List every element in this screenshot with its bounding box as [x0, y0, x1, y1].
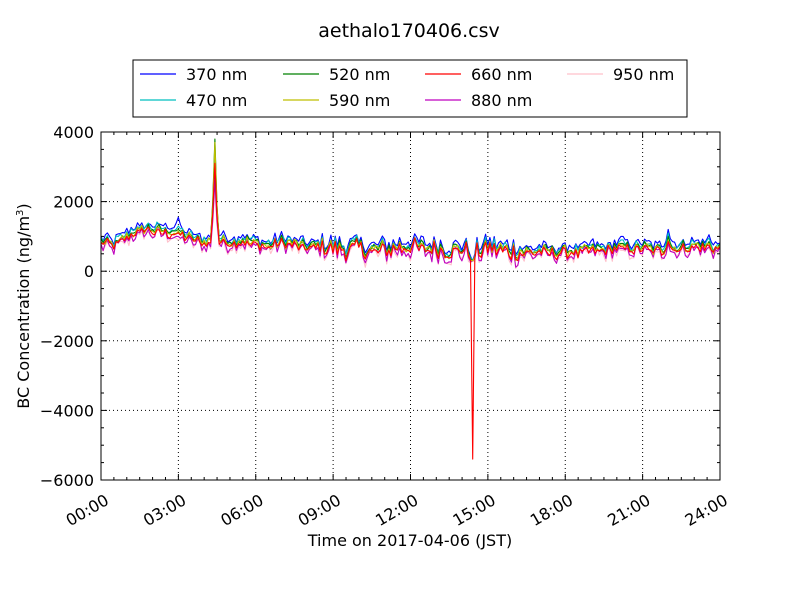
- legend-label: 520 nm: [329, 65, 390, 84]
- y-axis-label-text: BC Concentration (ng/m: [14, 216, 33, 409]
- legend-label: 470 nm: [186, 91, 247, 110]
- y-tick-label: −2000: [40, 332, 94, 351]
- series-lines: [101, 138, 720, 460]
- legend-label: 950 nm: [613, 65, 674, 84]
- y-axis-label-close: ): [14, 203, 33, 209]
- y-tick-label: 4000: [53, 123, 94, 142]
- legend-label: 370 nm: [186, 65, 247, 84]
- y-tick-label: 0: [84, 262, 94, 281]
- legend-label: 660 nm: [471, 65, 532, 84]
- legend-label: 880 nm: [471, 91, 532, 110]
- series-line-880-nm: [101, 180, 720, 268]
- y-tick-label: −4000: [40, 401, 94, 420]
- plot-area: [100, 131, 721, 481]
- chart-title: aethalo170406.csv: [318, 20, 500, 42]
- legend-frame: [132, 59, 688, 118]
- x-axis-label: Time on 2017-04-06 (JST): [307, 531, 512, 550]
- y-tick-label: −6000: [40, 471, 94, 490]
- legend: 370 nm 470 nm 520 nm 590 nm 660 nm 880 nm 950 …: [132, 59, 688, 118]
- y-tick-label: 2000: [53, 193, 94, 212]
- legend-entries: 370 nm 470 nm 520 nm 590 nm 660 nm 880 nm 950 …: [140, 65, 674, 110]
- y-axis-label-superscript: 3: [15, 210, 26, 216]
- plot-background: [101, 132, 720, 480]
- plot-frame: [100, 131, 721, 481]
- series-line-660-nm: [101, 162, 720, 460]
- y-tick-labels: −6000 −4000 −2000 0 2000 4000: [40, 123, 94, 490]
- legend-label: 590 nm: [329, 91, 390, 110]
- y-axis-label: BC Concentration (ng/m3): [14, 203, 33, 408]
